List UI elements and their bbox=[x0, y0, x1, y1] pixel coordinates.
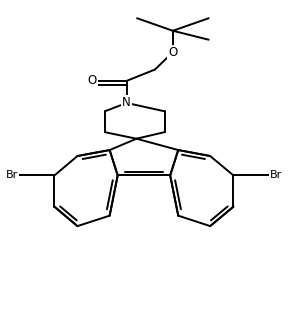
Text: Br: Br bbox=[270, 170, 282, 180]
Text: O: O bbox=[88, 74, 97, 87]
Text: N: N bbox=[122, 96, 131, 109]
Text: Br: Br bbox=[5, 170, 18, 180]
Text: O: O bbox=[168, 46, 178, 59]
